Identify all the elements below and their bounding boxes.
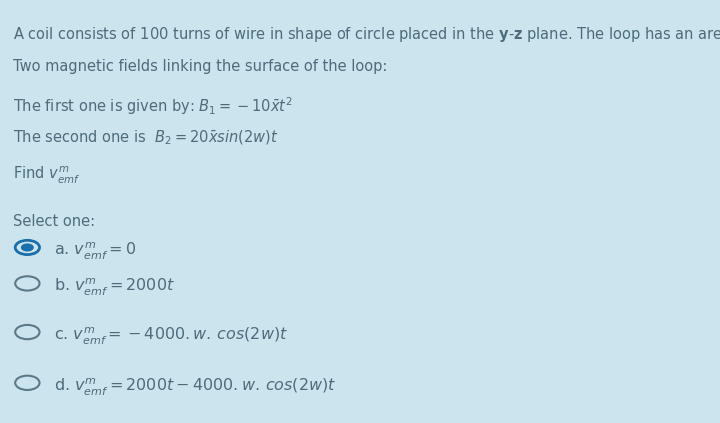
Text: The first one is given by: $B_1 = -10\bar{x}t^2$: The first one is given by: $B_1 = -10\ba… [13, 95, 293, 117]
Text: c. $v^m_{emf} = -4000.w.\,cos(2w)t$: c. $v^m_{emf} = -4000.w.\,cos(2w)t$ [54, 326, 288, 347]
Text: a. $v^m_{emf} = 0$: a. $v^m_{emf} = 0$ [54, 241, 136, 262]
Circle shape [22, 244, 33, 251]
Text: Two magnetic fields linking the surface of the loop:: Two magnetic fields linking the surface … [13, 59, 387, 74]
Text: Find $v^m_{emf}$: Find $v^m_{emf}$ [13, 165, 81, 186]
Text: d. $v^m_{emf} = 2000t - 4000.w.\,cos(2w)t$: d. $v^m_{emf} = 2000t - 4000.w.\,cos(2w)… [54, 376, 336, 398]
Text: The second one is  $B_2 = 20\bar{x}sin(2w)t$: The second one is $B_2 = 20\bar{x}sin(2w… [13, 129, 279, 148]
Text: b. $v^m_{emf} = 2000t$: b. $v^m_{emf} = 2000t$ [54, 277, 175, 298]
Text: A coil consists of 100 turns of wire in shape of circle placed in the $\mathbf{y: A coil consists of 100 turns of wire in … [13, 23, 720, 45]
Text: Select one:: Select one: [13, 214, 95, 228]
